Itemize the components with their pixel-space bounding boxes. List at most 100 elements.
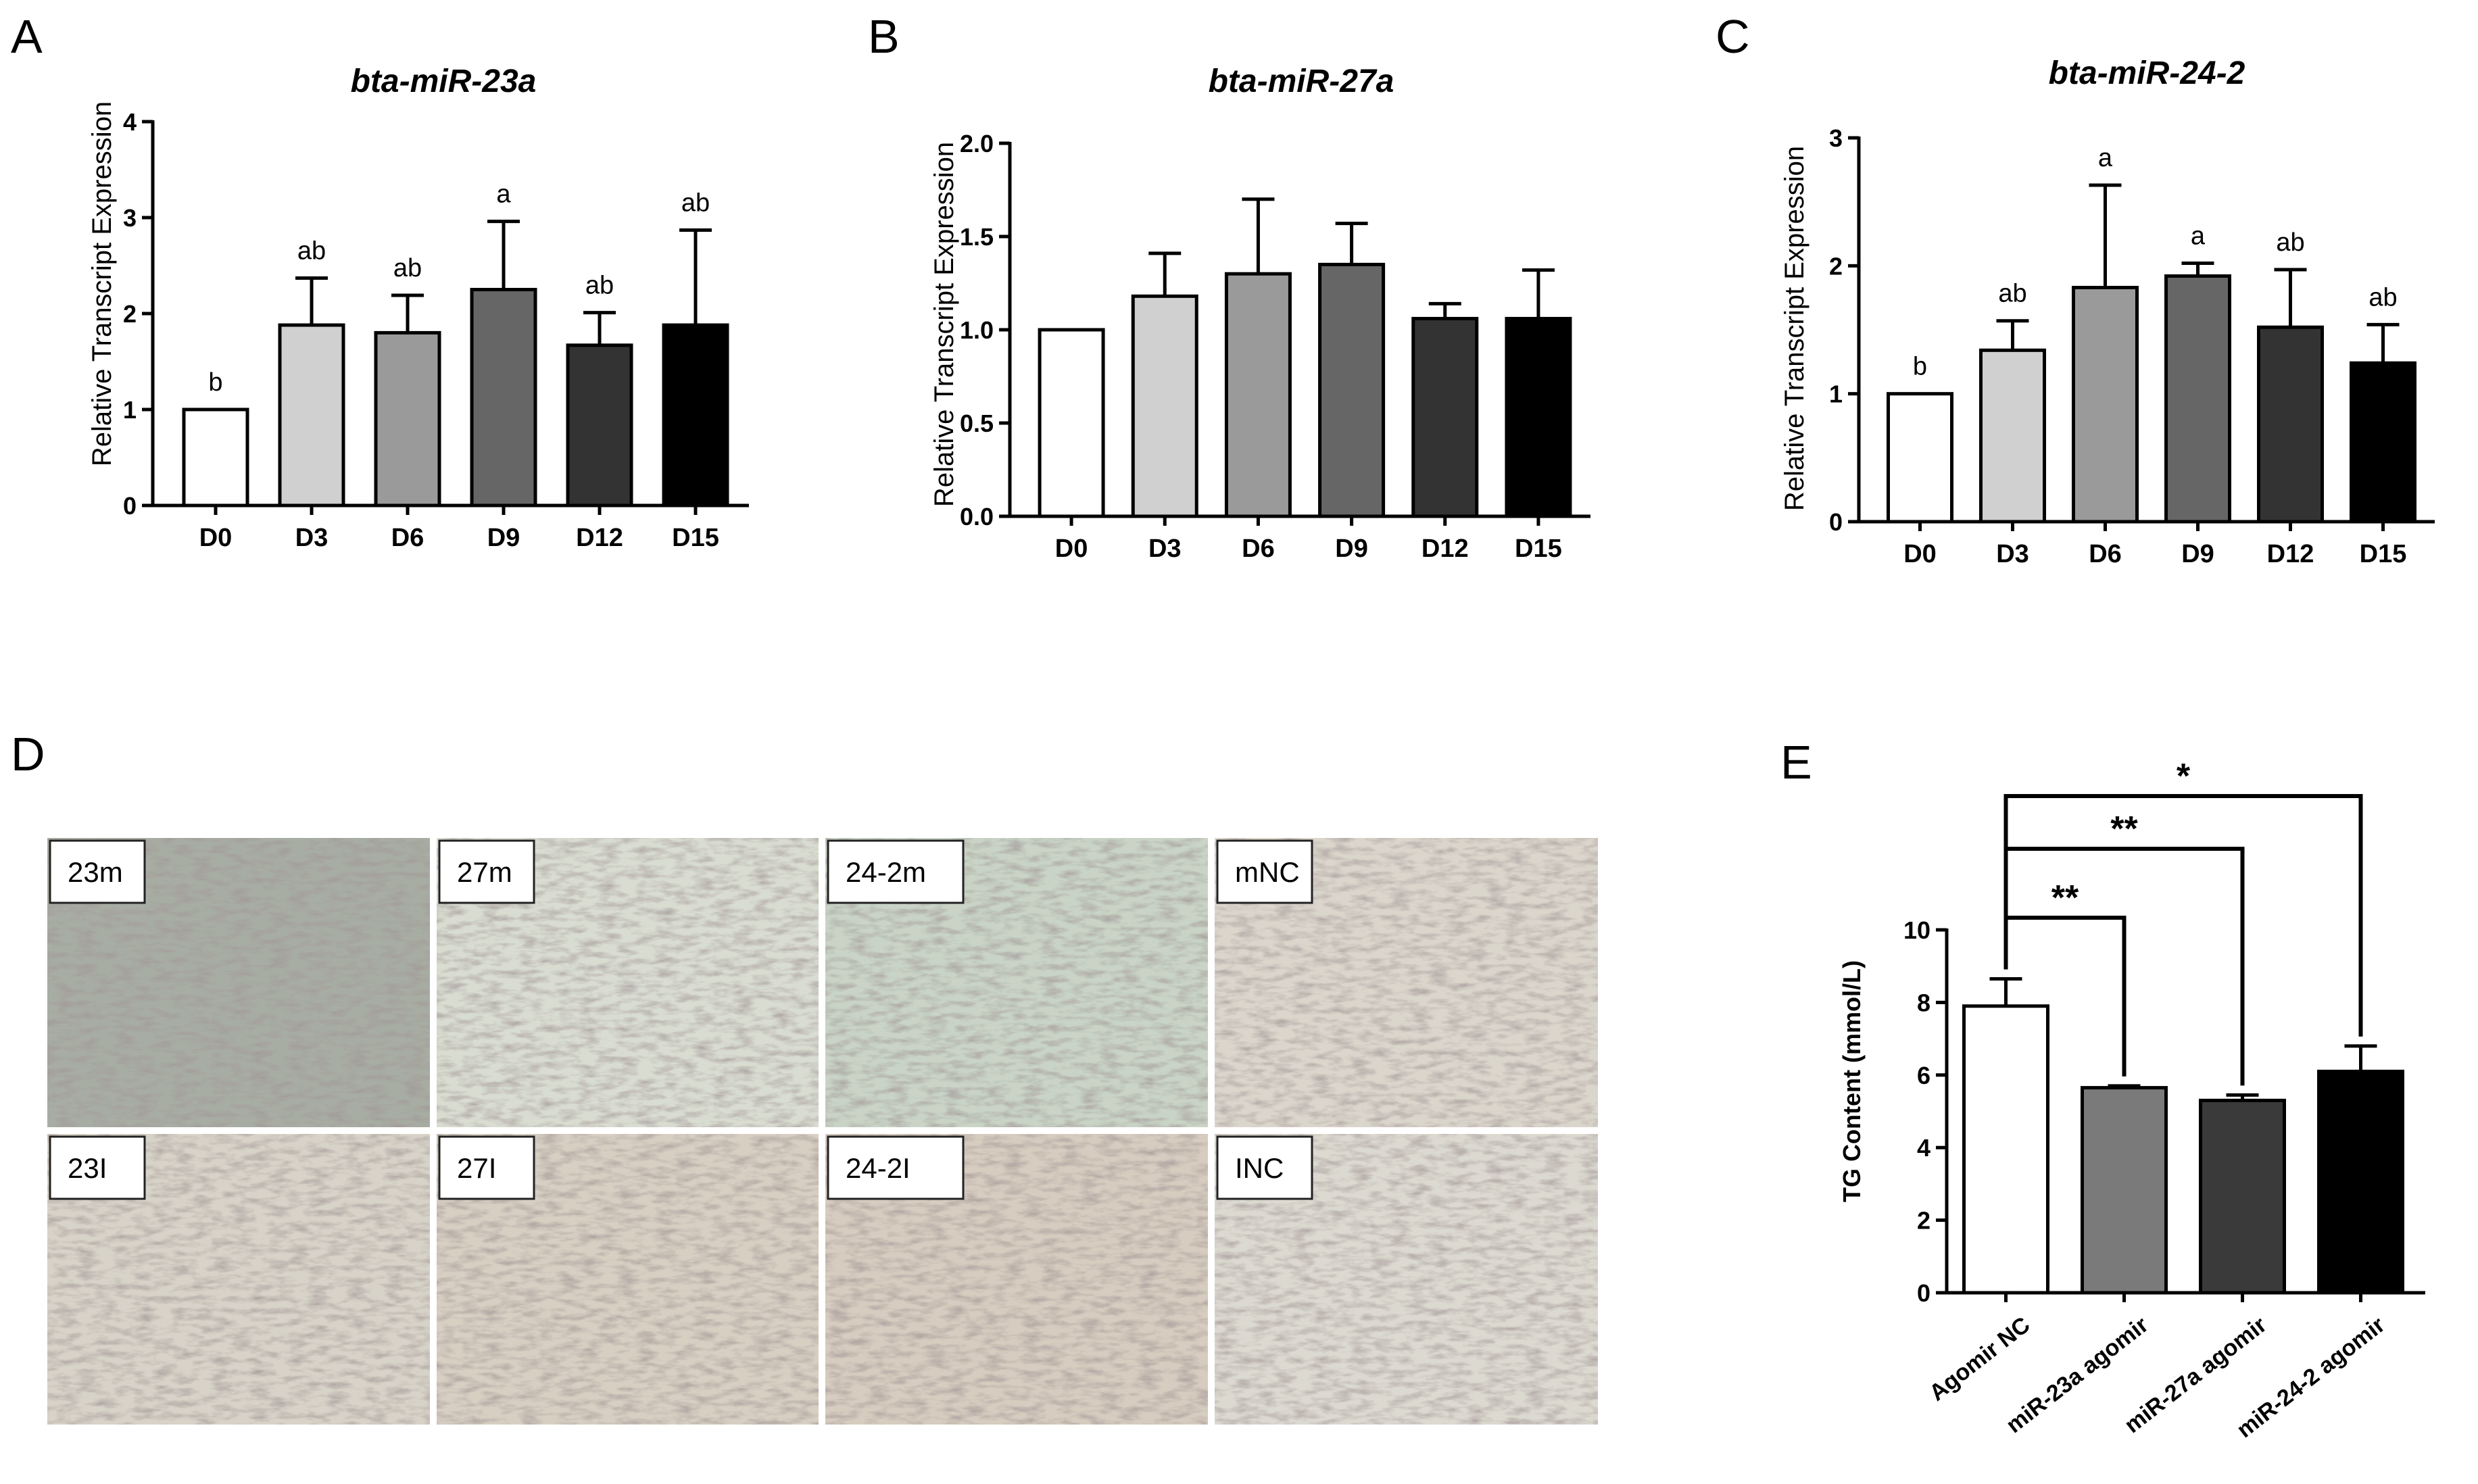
chart-b-bar: [1505, 316, 1572, 518]
micrograph-label-box: [1216, 839, 1313, 904]
chart-c-significance-letter: ab: [2276, 228, 2304, 257]
micrograph-label: 27I: [457, 1152, 496, 1184]
chart-c-significance-letter: ab: [1998, 280, 2026, 308]
chart-e-bar: [2317, 1069, 2404, 1295]
micrograph-cell: 23I: [47, 1134, 430, 1425]
chart-c-x-tick-label: D0: [1903, 540, 1937, 568]
chart-a-y-tick-label: 2: [123, 300, 137, 328]
panel-letter-c: C: [1716, 10, 1750, 63]
chart-c-significance-letter: a: [2098, 144, 2113, 172]
chart-a-significance-letter: ab: [585, 272, 614, 300]
chart-e-y-tick-label: 10: [1903, 916, 1930, 944]
chart-b-y-tick-label: 0.5: [960, 410, 994, 437]
chart-a-x-tick-label: D15: [672, 524, 719, 552]
micrograph-label: INC: [1235, 1152, 1284, 1184]
chart-c-bar: [1979, 348, 2046, 524]
chart-e-significance-stars: **: [2110, 810, 2138, 849]
chart-b-plot: 0.0 0.5 1.0 1.5 2.0 D0 D3 D6 D9 D12 D15: [960, 130, 1590, 563]
chart-a-plot: 0 1 2 3 4 D0 b D3 ab D6 ab D9 a D12 ab D15 ab: [123, 108, 749, 552]
chart-a-title: bta-miR-23a: [351, 64, 537, 99]
chart-c-y-tick-label: 3: [1829, 124, 1843, 152]
chart-b-bar: [1038, 328, 1105, 518]
chart-e-bar: [1962, 1004, 2049, 1295]
chart-c-x-tick-label: D9: [2181, 540, 2214, 568]
chart-a-x-tick-label: D6: [391, 524, 424, 552]
chart-b: bta-miR-27a Relative Transcript Expressi…: [929, 64, 1590, 563]
micrograph-label-box: [827, 1135, 965, 1200]
chart-c-significance-letter: a: [2191, 222, 2206, 251]
micrograph-cell: mNC: [1215, 838, 1598, 1127]
chart-b-y-tick-label: 2.0: [960, 130, 994, 157]
chart-a-bar: [470, 288, 537, 508]
chart-c-bar: [2257, 325, 2324, 524]
chart-e-significance-stars: *: [2177, 757, 2191, 796]
micrograph-cell: INC: [1215, 1134, 1598, 1425]
chart-a-x-tick-label: D12: [576, 524, 623, 552]
micrograph-cell: 24-2I: [825, 1134, 1208, 1425]
micrograph-label: 23I: [68, 1152, 107, 1184]
chart-c-y-tick-label: 0: [1829, 508, 1843, 536]
chart-c-y-tick-label: 1: [1829, 380, 1843, 408]
chart-e-y-tick-label: 6: [1917, 1062, 1930, 1089]
chart-a-y-tick-label: 4: [123, 108, 137, 136]
chart-a-significance-letter: a: [496, 180, 511, 209]
chart-b-x-tick-label: D6: [1242, 535, 1275, 563]
chart-e-y-tick-label: 4: [1917, 1134, 1930, 1162]
chart-c-x-tick-label: D6: [2089, 540, 2122, 568]
micrograph-label: mNC: [1235, 856, 1300, 888]
micrograph-label: 27m: [457, 856, 512, 888]
micrograph-label-box: [1216, 1135, 1313, 1200]
chart-a-y-tick-label: 1: [123, 396, 137, 424]
chart-b-title: bta-miR-27a: [1209, 64, 1394, 99]
chart-c-x-tick-label: D12: [2267, 540, 2314, 568]
chart-a-bar: [662, 323, 729, 508]
chart-a-x-tick-label: D0: [199, 524, 233, 552]
chart-e-significance-stars: **: [2051, 879, 2079, 918]
chart-a-y-tick-label: 3: [123, 204, 137, 232]
chart-a-bar: [566, 343, 633, 508]
chart-a-x-tick-label: D3: [295, 524, 329, 552]
chart-a-bar: [182, 407, 249, 508]
chart-c-significance-letter: b: [1913, 353, 1927, 381]
chart-c-x-tick-label: D3: [1996, 540, 2029, 568]
chart-b-bar: [1224, 272, 1292, 518]
chart-a: bta-miR-23a Relative Transcript Expressi…: [87, 64, 749, 552]
chart-c-bar: [2350, 361, 2416, 524]
chart-e-y-tick-label: 8: [1917, 989, 1930, 1016]
chart-e-x-tick-label: Agomir NC: [1924, 1312, 2035, 1406]
micrograph-grid: 23m 27m 24-2m mNC 23I 27I 24-2I INC: [47, 838, 1598, 1425]
chart-b-x-tick-label: D15: [1515, 535, 1562, 563]
chart-b-x-tick-label: D0: [1055, 535, 1088, 563]
chart-c-bar: [2164, 274, 2231, 524]
chart-b-y-tick-label: 1.0: [960, 316, 994, 344]
micrograph-label: 24-2I: [846, 1152, 910, 1184]
micrograph-cell: 23m: [47, 838, 430, 1127]
chart-a-significance-letter: b: [208, 368, 222, 397]
micrograph-label-box: [49, 839, 146, 904]
chart-c-x-tick-label: D15: [2360, 540, 2407, 568]
chart-b-x-tick-label: D9: [1335, 535, 1368, 563]
micrograph-label-box: [49, 1135, 146, 1200]
chart-a-bar: [374, 330, 441, 508]
chart-a-x-tick-label: D9: [487, 524, 520, 552]
chart-b-bar: [1318, 262, 1386, 518]
micrograph-label-box: [438, 839, 535, 904]
chart-c-y-axis-label: Relative Transcript Expression: [1780, 146, 1809, 511]
chart-b-y-tick-label: 1.5: [960, 223, 994, 251]
panel-letter-e: E: [1780, 736, 1812, 789]
chart-a-y-tick-label: 0: [123, 492, 137, 520]
chart-c-bar: [2072, 286, 2139, 524]
micrograph-cell: 27I: [437, 1134, 819, 1425]
micrograph-cell: 27m: [437, 838, 819, 1127]
chart-e-y-tick-label: 0: [1917, 1279, 1930, 1307]
chart-c-title: bta-miR-24-2: [2049, 55, 2245, 91]
chart-b-x-tick-label: D3: [1148, 535, 1182, 563]
chart-a-significance-letter: ab: [297, 237, 326, 265]
chart-c-y-tick-label: 2: [1829, 252, 1843, 280]
chart-c-plot: 0 1 2 3 D0 b D3 ab D6 a D9 a D12 ab D15 ab: [1829, 124, 2435, 568]
chart-c-significance-letter: ab: [2368, 283, 2397, 312]
micrograph-label-box: [438, 1135, 535, 1200]
chart-c: bta-miR-24-2 Relative Transcript Express…: [1780, 55, 2435, 568]
